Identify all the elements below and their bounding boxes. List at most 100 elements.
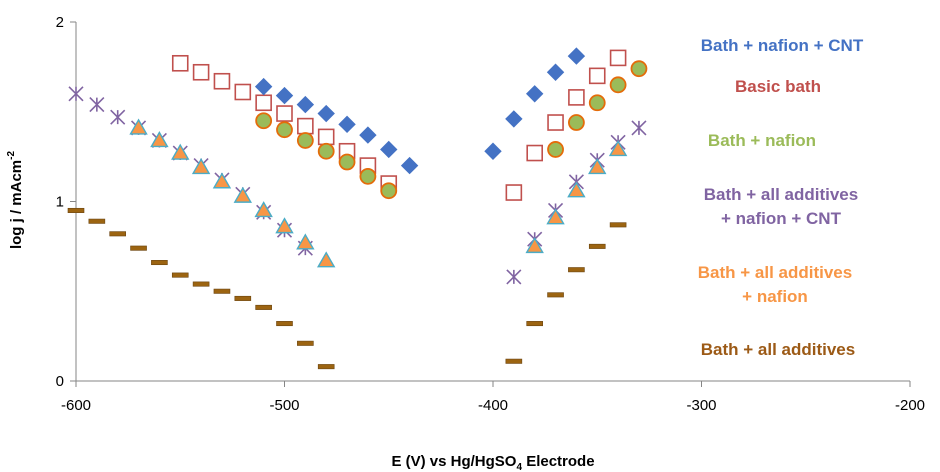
data-point — [212, 172, 232, 189]
data-point — [255, 112, 273, 130]
x-tick-label: -300 — [686, 397, 716, 414]
x-tick-label: -200 — [895, 397, 925, 414]
y-tick-label: 0 — [56, 373, 64, 390]
data-point — [129, 118, 148, 135]
data-point — [276, 105, 293, 122]
x-axis-title-main: E (V) vs Hg/HgSO — [391, 453, 516, 470]
data-point — [275, 217, 294, 234]
data-point — [525, 85, 544, 103]
legend: Bath + nafion + CNT Basic bath Bath + nafi… — [698, 36, 864, 359]
data-point — [317, 142, 335, 160]
data-point — [88, 218, 106, 224]
data-point — [296, 95, 315, 114]
data-point — [505, 358, 523, 364]
data-point — [546, 208, 565, 225]
series-2 — [255, 60, 648, 200]
data-point — [109, 231, 126, 237]
x-axis-title-suffix: Electrode — [522, 453, 595, 470]
data-point — [546, 63, 565, 81]
data-point — [68, 86, 84, 102]
data-point — [484, 142, 502, 160]
data-point — [255, 94, 272, 112]
legend-entry: Bath + nafion + CNT — [701, 36, 864, 55]
data-point — [609, 49, 627, 67]
data-point — [630, 60, 648, 78]
x-tick-label: -400 — [478, 397, 508, 414]
legend-entry: Bath + all additives + nafion — [698, 263, 852, 306]
data-point — [568, 114, 585, 131]
data-point — [317, 364, 335, 370]
y-tick-label: 1 — [56, 194, 64, 211]
data-point — [316, 251, 336, 268]
y-axis-title-superscript: -2 — [6, 151, 17, 160]
x-tick-label: -500 — [269, 397, 299, 414]
data-point — [276, 121, 293, 139]
series-5 — [67, 207, 627, 370]
data-point — [192, 281, 210, 287]
data-point — [506, 269, 522, 285]
data-point — [317, 104, 335, 123]
data-point — [317, 128, 335, 146]
data-point — [608, 140, 628, 157]
legend-entry: Bath + nafion — [708, 131, 816, 150]
data-point — [255, 304, 272, 310]
legend-entry: Bath + all additives + nafion + CNT — [704, 185, 858, 228]
data-point — [525, 236, 544, 254]
series-4 — [129, 118, 628, 268]
tick-labels: -600 -500 -400 -300 -200 0 1 2 — [56, 14, 925, 414]
legend-entry: Basic bath — [735, 77, 821, 96]
data-point — [67, 207, 85, 213]
data-point — [213, 288, 231, 294]
data-point — [526, 321, 544, 327]
data-point — [631, 120, 647, 136]
data-point — [588, 94, 606, 112]
y-axis-title: log j / mAcm-2 — [6, 151, 25, 250]
data-point — [254, 77, 273, 96]
data-point — [89, 97, 105, 113]
data-point — [191, 157, 211, 175]
data-point — [171, 143, 190, 160]
data-point — [150, 131, 169, 148]
axes — [70, 21, 911, 387]
data-point — [213, 72, 231, 90]
y-tick-label: 2 — [56, 14, 64, 31]
data-point — [192, 63, 210, 81]
x-axis-title: E (V) vs Hg/HgSO4 Electrode — [391, 453, 594, 472]
data-point — [567, 47, 586, 65]
data-point — [338, 153, 356, 171]
data-point — [567, 181, 586, 198]
data-point — [609, 222, 627, 228]
data-point — [568, 89, 585, 106]
data-point — [588, 243, 606, 249]
data-point — [568, 267, 585, 273]
data-point — [400, 156, 419, 175]
data-point — [547, 292, 564, 298]
data-point — [547, 114, 564, 131]
series-0 — [254, 47, 586, 175]
data-point — [547, 141, 564, 158]
data-point — [588, 67, 606, 85]
data-point — [505, 184, 523, 201]
data-point — [380, 182, 398, 200]
data-point — [254, 201, 273, 218]
data-point — [359, 126, 377, 144]
y-axis-title-main: log j / mAcm — [8, 160, 25, 249]
data-point — [359, 167, 377, 185]
x-tick-label: -600 — [61, 397, 91, 414]
data-point — [234, 83, 252, 101]
data-point — [297, 340, 314, 346]
data-point — [296, 132, 314, 149]
data-point — [233, 186, 253, 203]
data-point — [151, 260, 168, 266]
data-point — [526, 144, 544, 162]
data-point — [505, 110, 523, 128]
plot-area — [67, 47, 648, 370]
data-point — [588, 157, 607, 175]
x-axis-title-subscript: 4 — [516, 462, 522, 472]
data-point — [297, 117, 314, 135]
data-point — [110, 109, 126, 125]
data-point — [234, 295, 252, 301]
data-point — [275, 86, 294, 105]
data-point — [380, 140, 398, 159]
